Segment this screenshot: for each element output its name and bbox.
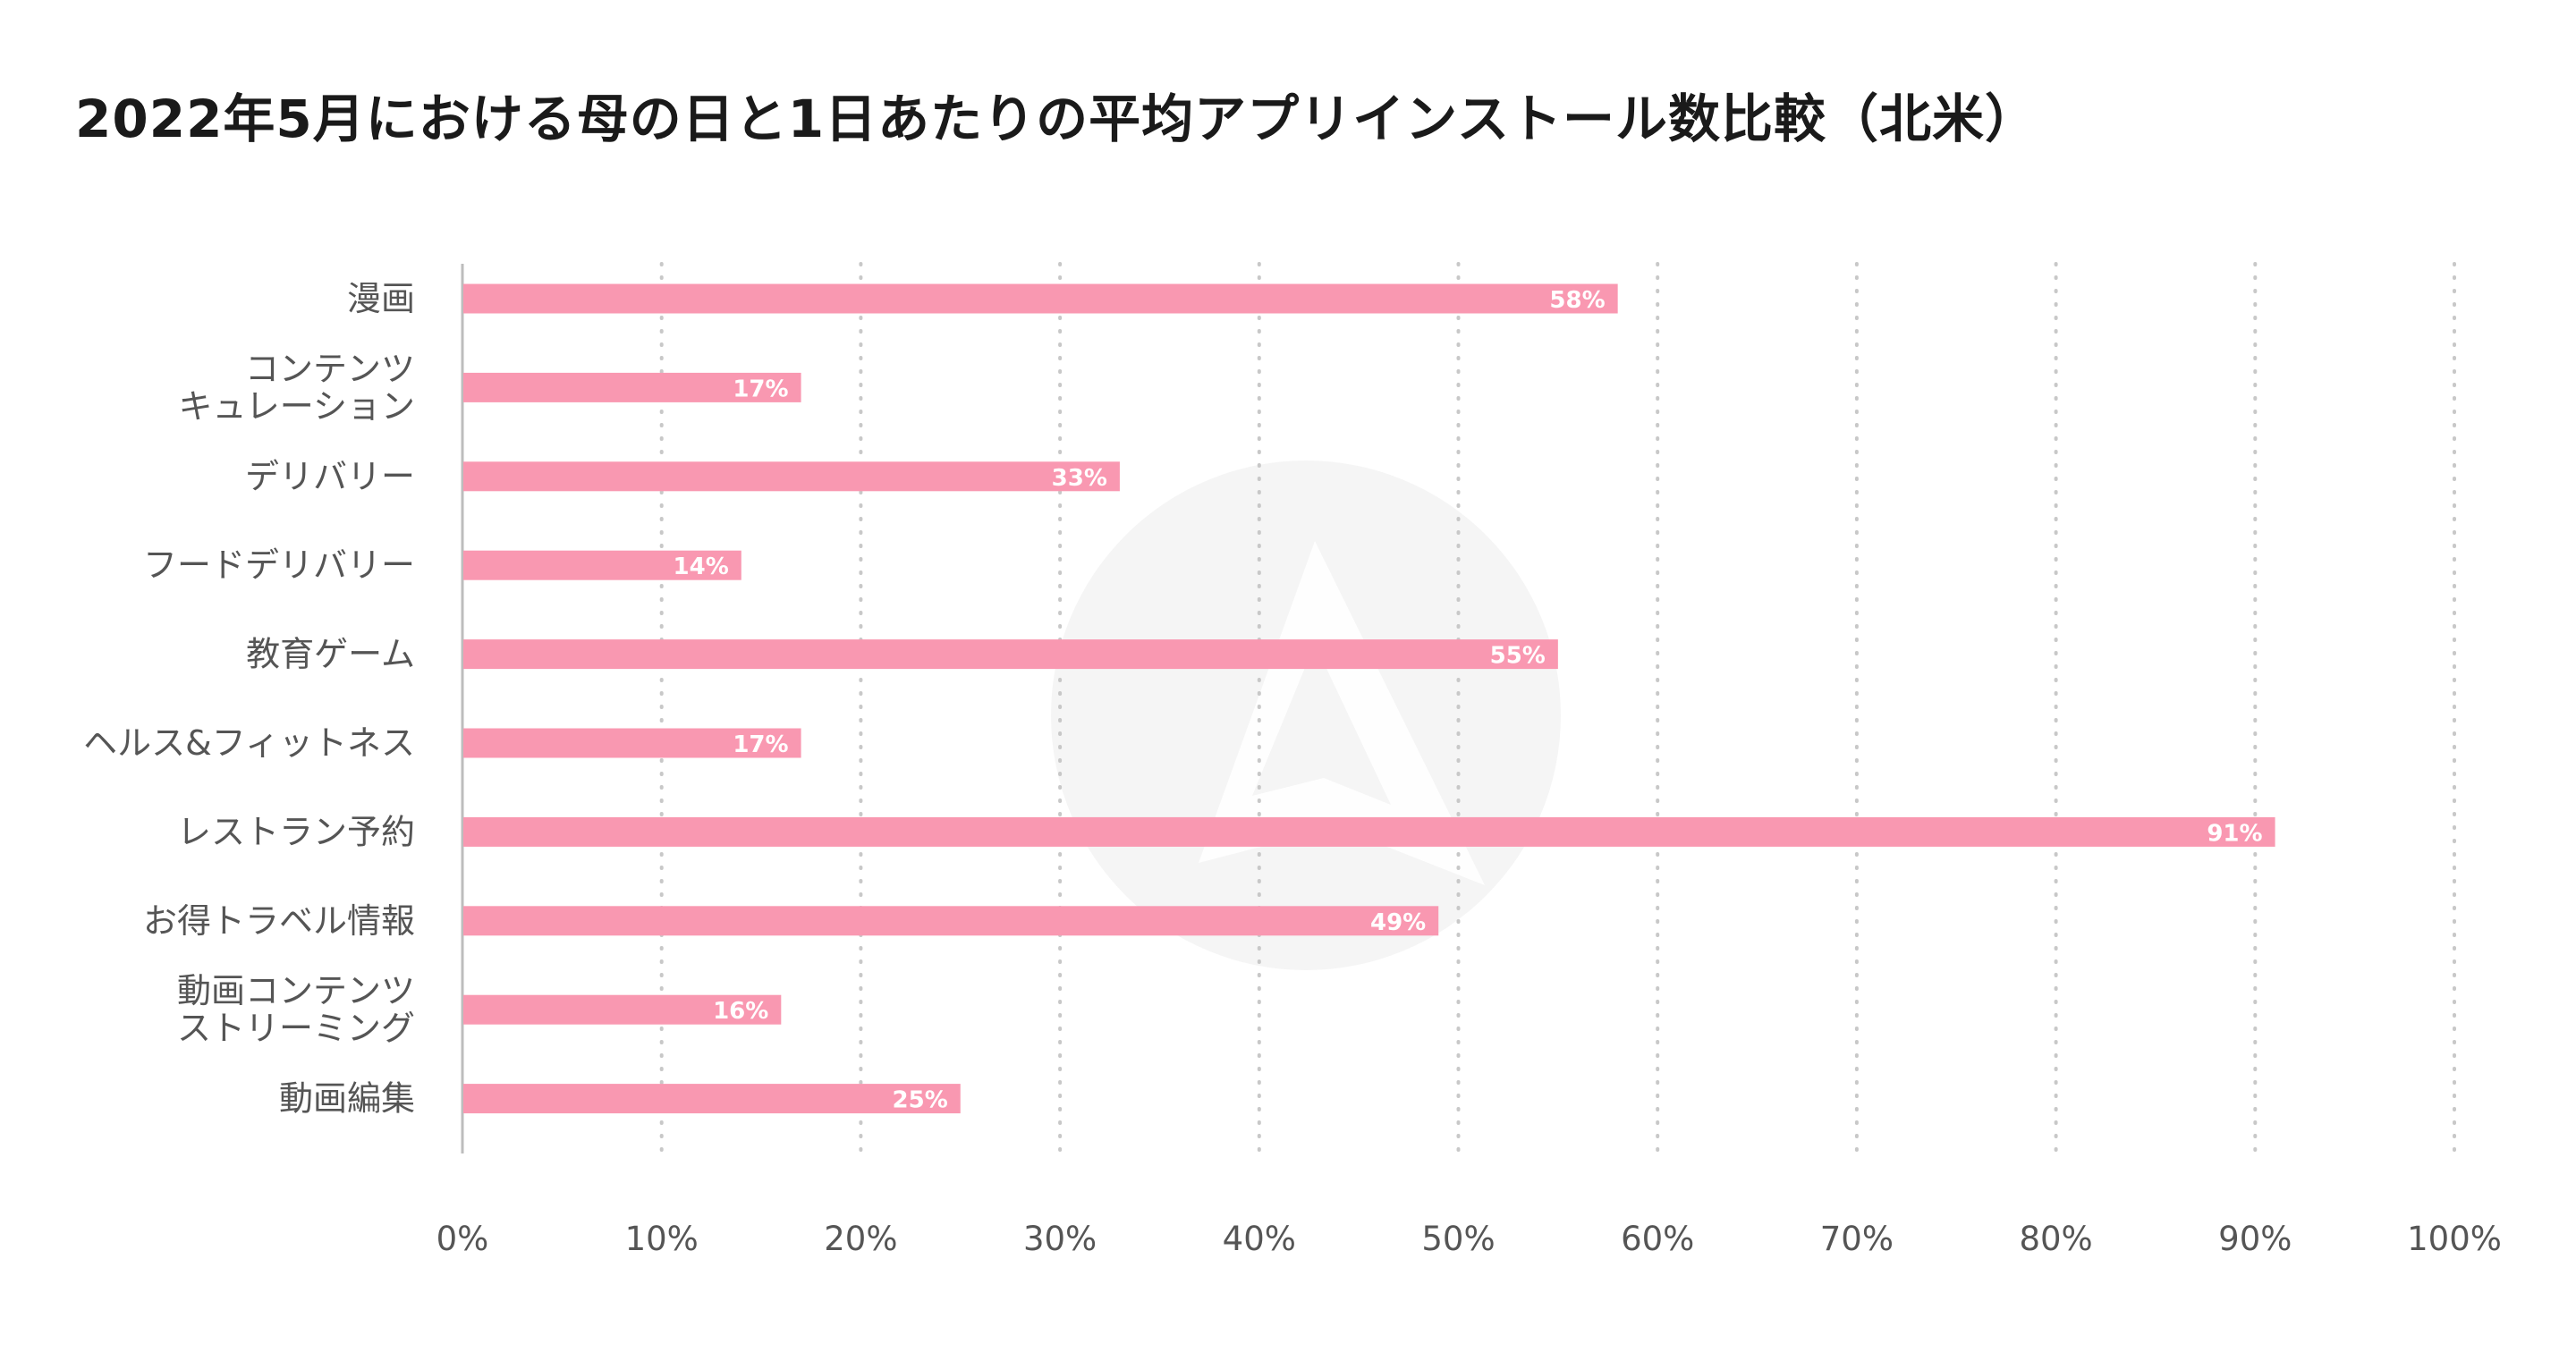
bars: 58% 17% 33% 14% 55% 17% 91% 49% 16% 25% <box>463 283 2275 1114</box>
x-tick-label-7: 70% <box>1820 1220 1894 1258</box>
category-label-4: 教育ゲーム <box>246 635 415 674</box>
bar-8 <box>463 994 782 1025</box>
x-tick-label-0: 0% <box>436 1220 489 1258</box>
category-label-9: 動画編集 <box>279 1079 415 1119</box>
bar-5 <box>463 728 801 758</box>
bar-9 <box>463 1084 961 1114</box>
bar-3 <box>463 550 741 580</box>
bar-7 <box>463 906 1439 936</box>
x-tick-label-10: 100% <box>2407 1220 2502 1258</box>
bar-value-label-0: 58% <box>1549 287 1605 314</box>
x-tick-label-2: 20% <box>824 1220 897 1258</box>
bar-value-label-1: 17% <box>733 376 788 402</box>
bar-value-label-9: 25% <box>893 1087 948 1114</box>
grid-lines <box>659 262 2456 1155</box>
bar-value-label-7: 49% <box>1370 909 1426 936</box>
x-tick-label-6: 60% <box>1621 1220 1694 1258</box>
bar-value-label-5: 17% <box>733 731 788 758</box>
category-label-5: ヘルス&フィットネス <box>83 723 415 763</box>
bar-value-label-4: 55% <box>1490 643 1546 670</box>
category-label-7: お得トラベル情報 <box>143 901 415 941</box>
category-label-0: 漫画 <box>347 279 415 318</box>
bar-6 <box>463 816 2275 847</box>
x-tick-label-9: 90% <box>2218 1220 2292 1258</box>
bar-value-label-6: 91% <box>2207 820 2262 847</box>
category-label-3: フードデリバリー <box>143 545 415 585</box>
x-tick-label-8: 80% <box>2019 1220 2092 1258</box>
bar-value-label-8: 16% <box>713 998 768 1025</box>
bar-value-label-3: 14% <box>674 553 729 580</box>
x-tick-label-5: 50% <box>1421 1220 1495 1258</box>
bar-4 <box>463 639 1558 670</box>
x-tick-label-3: 30% <box>1023 1220 1097 1258</box>
chart-title: 2022年5月における母の日と1日あたりの平均アプリインストール数比較（北米） <box>75 89 2038 149</box>
bar-1 <box>463 372 801 402</box>
bar-2 <box>463 461 1120 492</box>
x-tick-label-4: 40% <box>1223 1220 1296 1258</box>
watermark-logo-icon <box>1051 461 1561 970</box>
category-label-2: デリバリー <box>245 457 415 496</box>
category-label-6: レストラン予約 <box>177 812 415 851</box>
x-tick-label-1: 10% <box>625 1220 699 1258</box>
bar-value-label-2: 33% <box>1052 465 1107 492</box>
bar-0 <box>463 283 1618 314</box>
category-labels: 漫画コンテンツキュレーションデリバリーフードデリバリー教育ゲームヘルス&フィット… <box>83 279 415 1119</box>
category-label-1: コンテンツキュレーション <box>179 349 415 426</box>
category-label-8: 動画コンテンツストリーミング <box>177 971 415 1048</box>
x-tick-labels: 0% 10% 20% 30% 40% 50% 60% 70% 80% 90% 100% <box>436 1220 2502 1258</box>
